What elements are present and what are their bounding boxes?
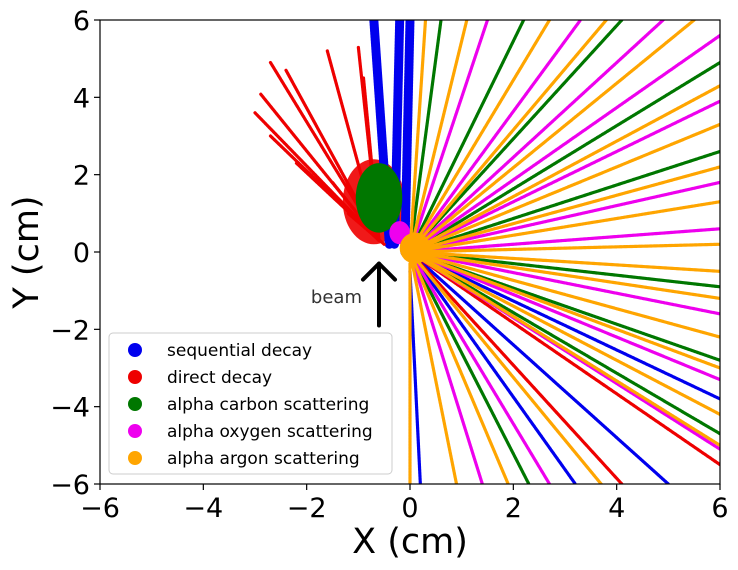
track-alpha-argon-scattering-10 xyxy=(408,250,720,273)
track-alpha-argon-scattering-11 xyxy=(408,250,720,300)
track-alpha-argon-scattering-7 xyxy=(408,165,720,254)
x-tick-label: 4 xyxy=(608,493,625,524)
x-tick-label: 0 xyxy=(401,493,418,524)
track-alpha-carbon-scattering-3 xyxy=(408,250,720,289)
legend-marker xyxy=(128,451,142,465)
track-alpha-carbon-scattering-2 xyxy=(408,149,720,254)
track-alpha-argon-scattering-17 xyxy=(408,250,510,484)
track-alpha-argon-scattering-2 xyxy=(408,20,552,254)
track-alpha-argon-scattering-8 xyxy=(408,200,720,254)
track-alpha-argon-scattering-12 xyxy=(408,250,720,339)
legend-marker xyxy=(128,370,142,384)
track-alpha-carbon-scattering-0 xyxy=(408,20,624,254)
legend-label: direct decay xyxy=(167,368,272,388)
series-alpha-argon-scattering xyxy=(399,20,720,484)
legend-entry-alpha-argon-scattering: alpha argon scattering xyxy=(128,449,360,469)
legend-entry-direct-decay: direct decay xyxy=(128,368,272,388)
track-alpha-carbon-scattering-6 xyxy=(408,250,531,484)
track-alpha-argon-scattering-1 xyxy=(408,20,469,254)
y-tick-label: −2 xyxy=(50,315,90,346)
track-sequential-decay-2 xyxy=(400,20,415,257)
y-tick-label: 6 xyxy=(73,6,90,37)
x-tick-label: 6 xyxy=(711,493,728,524)
y-tick-label: 2 xyxy=(73,161,90,192)
track-sequential-decay-6 xyxy=(408,269,422,484)
track-direct-decay-10 xyxy=(346,211,386,246)
y-tick-label: −4 xyxy=(50,393,90,424)
x-tick-label: 2 xyxy=(505,493,522,524)
track-direct-decay-11 xyxy=(408,250,624,484)
series-alpha-oxygen-scattering xyxy=(389,20,720,484)
track-alpha-argon-scattering-14 xyxy=(408,250,720,416)
x-tick-label: −6 xyxy=(80,493,120,524)
track-alpha-oxygen-scattering-11 xyxy=(408,20,490,254)
blob-alpha-carbon-scattering xyxy=(355,163,403,233)
x-tick-label: −4 xyxy=(183,493,223,524)
track-alpha-oxygen-scattering-3 xyxy=(408,99,720,254)
beam-arrow-head xyxy=(361,261,397,282)
track-alpha-argon-scattering-15 xyxy=(408,250,720,447)
beam-label: beam xyxy=(311,287,362,308)
track-alpha-carbon-scattering-8 xyxy=(408,20,443,254)
legend-marker xyxy=(128,424,142,438)
y-tick-label: 4 xyxy=(73,83,90,114)
track-alpha-argon-scattering-16 xyxy=(408,250,603,484)
legend-entry-sequential-decay: sequential decay xyxy=(128,341,312,361)
y-tick-label: 0 xyxy=(73,238,90,269)
track-alpha-oxygen-scattering-2 xyxy=(408,33,720,254)
track-alpha-carbon-scattering-1 xyxy=(408,60,720,254)
plot-area xyxy=(253,20,720,484)
legend-marker xyxy=(128,343,142,357)
y-tick-label: −6 xyxy=(50,470,90,501)
track-alpha-argon-scattering-9 xyxy=(408,242,720,254)
axis-ticks: −6 −4 −2 0 2 4 6 −6 −4 −2 0 2 4 6 xyxy=(50,6,728,524)
track-alpha-oxygen-scattering-7 xyxy=(408,250,720,382)
legend-entry-alpha-carbon-scattering: alpha carbon scattering xyxy=(128,395,369,415)
legend-entry-alpha-oxygen-scattering: alpha oxygen scattering xyxy=(128,422,373,442)
track-sequential-decay-3 xyxy=(408,250,577,484)
track-alpha-carbon-scattering-7 xyxy=(408,20,526,254)
track-sequential-decay-5 xyxy=(408,250,720,401)
legend-marker xyxy=(128,397,142,411)
track-alpha-oxygen-scattering-1 xyxy=(408,20,665,254)
legend-box xyxy=(108,332,393,475)
x-axis-label: X (cm) xyxy=(352,522,468,562)
legend: sequential decay direct decay alpha carbon… xyxy=(108,332,393,475)
track-alpha-oxygen-scattering-6 xyxy=(408,250,720,316)
track-direct-decay-6 xyxy=(330,180,381,242)
track-alpha-oxygen-scattering-4 xyxy=(408,180,720,254)
series-sequential-decay xyxy=(369,20,720,484)
track-alpha-oxygen-scattering-10 xyxy=(408,250,552,484)
track-alpha-oxygen-scattering-5 xyxy=(408,227,720,254)
track-alpha-argon-scattering-6 xyxy=(408,122,720,254)
legend-label: alpha argon scattering xyxy=(167,449,360,469)
x-tick-label: −2 xyxy=(287,493,327,524)
track-alpha-argon-scattering-0 xyxy=(408,20,428,254)
legend-label: sequential decay xyxy=(167,341,312,361)
track-alpha-argon-scattering-4 xyxy=(408,20,696,254)
legend-label: alpha carbon scattering xyxy=(167,395,369,415)
track-alpha-carbon-scattering-5 xyxy=(408,250,720,436)
track-direct-decay-12 xyxy=(408,250,720,467)
track-alpha-argon-scattering-5 xyxy=(408,84,720,254)
track-alpha-oxygen-scattering-0 xyxy=(408,20,583,254)
blob-alpha-argon-scattering xyxy=(399,232,431,264)
track-alpha-argon-scattering-18 xyxy=(408,250,459,484)
legend-label: alpha oxygen scattering xyxy=(167,422,373,442)
track-alpha-argon-scattering-3 xyxy=(408,20,608,254)
beam-annotation: beam xyxy=(311,261,397,328)
track-alpha-oxygen-scattering-9 xyxy=(408,250,484,484)
track-sequential-decay-4 xyxy=(408,250,670,484)
track-alpha-argon-scattering-13 xyxy=(408,250,720,370)
y-axis-label: Y (cm) xyxy=(7,195,47,309)
